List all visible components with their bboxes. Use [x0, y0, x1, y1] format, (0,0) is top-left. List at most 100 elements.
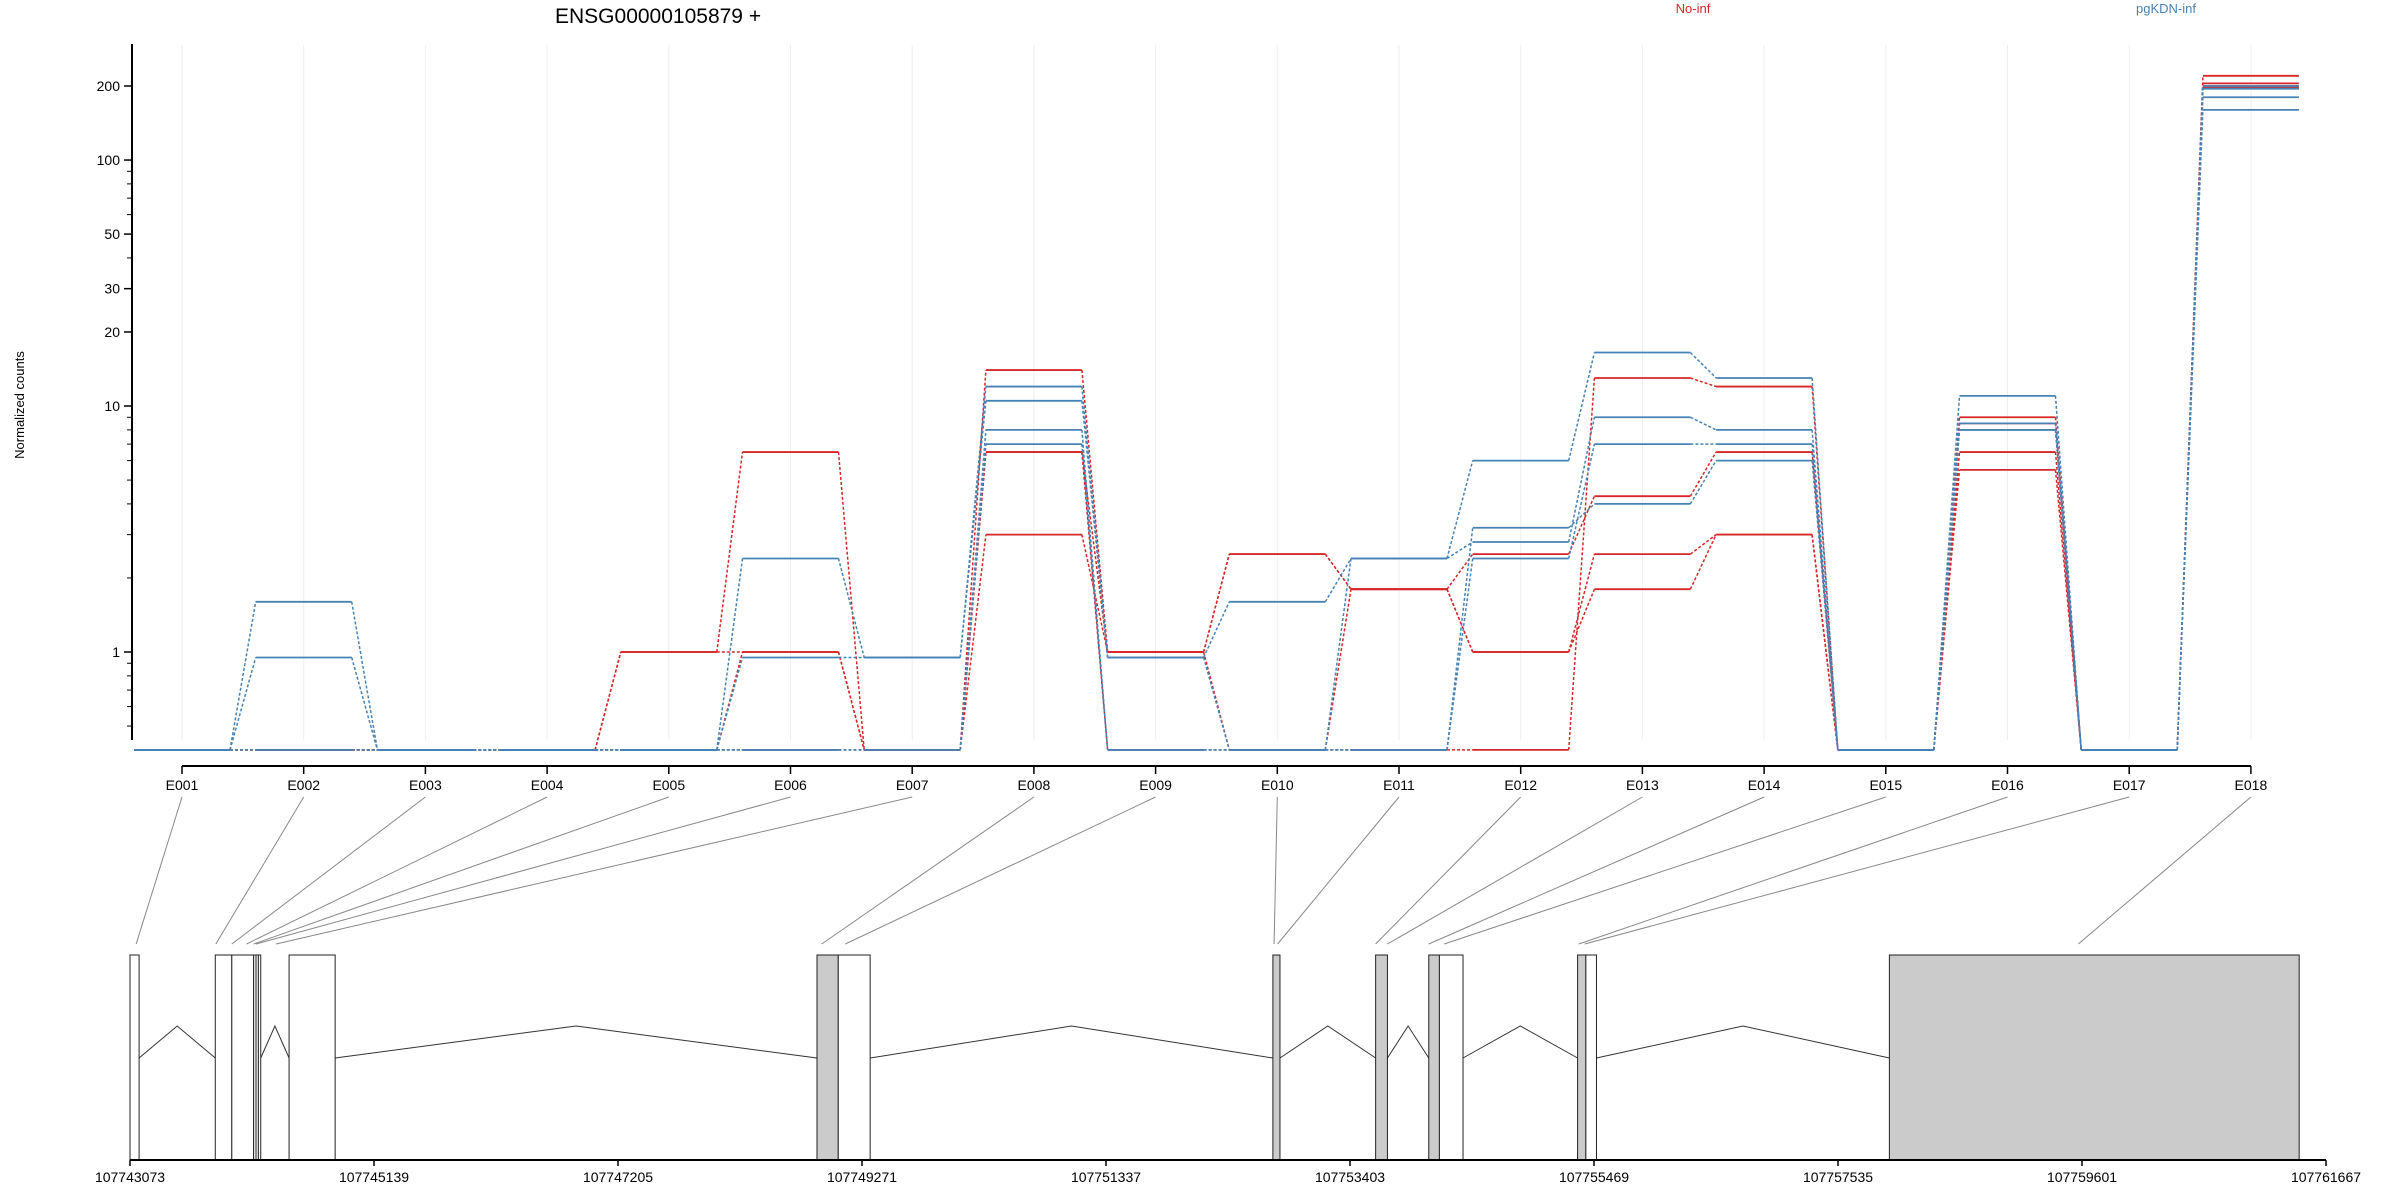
data-connector — [959, 451, 987, 750]
data-connector — [350, 657, 379, 751]
y-tick-label-30: 30 — [104, 281, 120, 297]
x-tick-label-e005: E005 — [652, 777, 685, 793]
data-connector — [1567, 377, 1596, 750]
intron-line — [1596, 1025, 1890, 1059]
x-tick-label-e002: E002 — [287, 777, 320, 793]
data-connector — [1446, 460, 1474, 559]
connector-e006 — [255, 796, 791, 945]
exon-box-e002 — [214, 954, 233, 1161]
connector-e004 — [246, 796, 548, 945]
data-connector — [1202, 657, 1231, 751]
x-tick-label-e013: E013 — [1626, 777, 1659, 793]
data-connector — [1081, 451, 1109, 653]
exon-box-e015 — [1585, 954, 1597, 1161]
data-connector — [959, 444, 987, 750]
exon-box-e016 — [1888, 954, 2300, 1161]
x-tick-label-e010: E010 — [1261, 777, 1294, 793]
data-connector — [1690, 416, 1717, 431]
chart-header: ENSG00000105879 + No-inf pgKDN-inf Norma… — [12, 1, 2196, 459]
connector-e011 — [1277, 796, 1400, 945]
exon-box-e008 — [816, 954, 839, 1161]
data-connector — [716, 657, 744, 751]
intron-line — [335, 1025, 818, 1059]
data-connector — [716, 558, 744, 750]
data-connector — [1446, 558, 1474, 750]
genomic-axis: 107743073 107745139 107747205 107749271 1077… — [95, 1159, 2361, 1185]
data-connector — [1811, 377, 1839, 750]
data-connector — [2054, 469, 2082, 750]
data-connector — [1690, 377, 1717, 388]
x-tick-label-e014: E014 — [1748, 777, 1781, 793]
connector-e018 — [2078, 796, 2252, 945]
data-connector — [1811, 460, 1839, 750]
data-connector — [1933, 451, 1961, 750]
legend-label-pgkdn-inf: pgKDN-inf — [2136, 1, 2196, 16]
exon-box-e013 — [1438, 954, 1464, 1161]
genomic-tick-label: 107755469 — [1559, 1169, 1629, 1185]
y-tick-label-50: 50 — [104, 226, 120, 242]
data-connector — [1081, 370, 1109, 653]
data-connector — [1689, 534, 1717, 590]
exon-box-e001 — [129, 954, 140, 1161]
y-axis-label: Normalized counts — [12, 351, 27, 459]
data-connector — [229, 601, 257, 751]
exon-box-e003 — [231, 954, 255, 1161]
exon-box-e012 — [1428, 954, 1440, 1161]
connector-e016 — [1578, 796, 2008, 945]
data-connector — [716, 451, 744, 653]
data-connector — [959, 400, 987, 658]
data-connector — [350, 601, 379, 751]
data-connector — [959, 534, 987, 750]
data-connector — [1081, 444, 1109, 750]
data-connector — [1568, 503, 1595, 529]
x-tick-label-e001: E001 — [166, 777, 199, 793]
x-tick-label-e012: E012 — [1504, 777, 1537, 793]
y-tick-label-200: 200 — [97, 78, 121, 94]
data-connector — [1689, 460, 1717, 505]
data-connector — [1689, 451, 1717, 497]
data-connector — [1567, 553, 1596, 653]
exon-box-e006 — [257, 954, 262, 1161]
exon-box-e014 — [1577, 954, 1587, 1161]
genomic-tick-label: 107751337 — [1071, 1169, 1141, 1185]
series-no-inf-4 — [134, 86, 2299, 751]
series-no-inf-1 — [134, 74, 2299, 751]
data-connector — [1811, 444, 1839, 750]
data-connector — [1933, 423, 1961, 750]
x-tick-label-e018: E018 — [2235, 777, 2268, 793]
data-connector — [837, 651, 865, 751]
data-connector — [2054, 429, 2082, 750]
series-pgkdn-inf-8 — [134, 87, 2299, 751]
chart-title: ENSG00000105879 + — [555, 5, 761, 28]
x-tick-label-e004: E004 — [531, 777, 564, 793]
data-connector — [1567, 417, 1596, 543]
data-connector — [1324, 558, 1352, 750]
genomic-tick-label: 107753403 — [1315, 1169, 1385, 1185]
x-tick-label-e011: E011 — [1383, 777, 1415, 793]
data-connector — [837, 451, 865, 750]
data-connector — [1933, 429, 1961, 750]
data-connector — [1446, 541, 1474, 560]
data-connector — [1811, 534, 1839, 750]
exon-connector-lines — [135, 796, 2252, 945]
data-connector — [594, 651, 622, 751]
legend-label-no-inf: No-inf — [1676, 1, 1711, 16]
data-connector — [1324, 558, 1352, 603]
data-connector — [229, 657, 257, 751]
grid-lines — [181, 45, 2252, 740]
x-axis: E001 E002 E003 E004 E005 E006 E007 E008 E009 E010… — [166, 765, 2268, 793]
x-tick-label-e006: E006 — [774, 777, 807, 793]
gene-model — [129, 954, 2300, 1161]
x-tick-label-e009: E009 — [1139, 777, 1172, 793]
intron-line — [1387, 1025, 1430, 1059]
exon-box-e007 — [288, 954, 336, 1161]
x-tick-label-e003: E003 — [409, 777, 442, 793]
data-connector — [1567, 352, 1596, 461]
x-tick-label-e008: E008 — [1018, 777, 1051, 793]
connector-e009 — [845, 796, 1156, 945]
genomic-tick-label: 107743073 — [95, 1169, 165, 1185]
x-tick-label-e015: E015 — [1869, 777, 1902, 793]
x-tick-label-e017: E017 — [2113, 777, 2146, 793]
data-connector — [959, 451, 987, 750]
x-tick-label-e007: E007 — [896, 777, 929, 793]
